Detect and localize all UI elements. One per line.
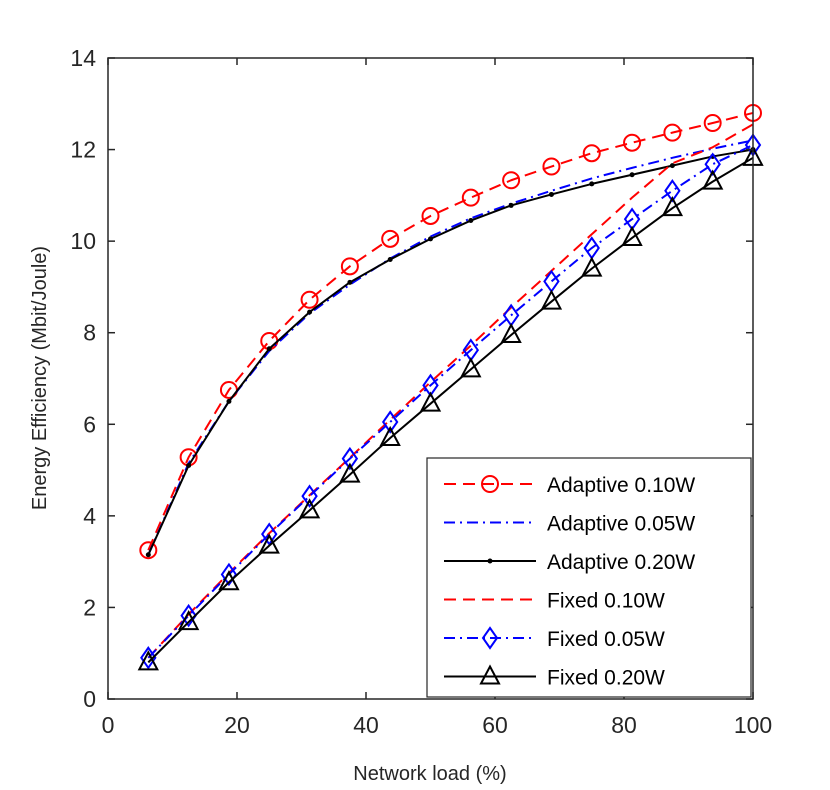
data-point (341, 446, 359, 471)
data-point (460, 357, 482, 378)
data-point (381, 410, 399, 434)
legend-item: Adaptive 0.05W (444, 513, 695, 536)
data-point (340, 257, 359, 276)
data-point (669, 163, 675, 169)
data-point (298, 498, 321, 519)
data-point (664, 179, 681, 203)
data-point (428, 236, 433, 242)
y-tick-label: 2 (83, 594, 96, 620)
data-point (387, 256, 393, 262)
y-tick-label: 4 (83, 503, 96, 529)
data-point (663, 123, 682, 142)
x-tick-label: 60 (482, 712, 508, 738)
data-point (379, 425, 401, 447)
series-line (147, 123, 754, 659)
data-point (300, 290, 319, 309)
data-point (218, 570, 240, 591)
series-line (147, 144, 754, 659)
data-point (502, 171, 521, 190)
data-point (508, 202, 514, 208)
data-point (180, 603, 197, 628)
data-point (661, 196, 684, 217)
y-tick-label: 8 (83, 320, 96, 346)
data-point (629, 172, 635, 178)
data-point (261, 522, 278, 546)
data-point (186, 462, 192, 468)
legend-label: Adaptive 0.10W (547, 474, 695, 497)
x-axis-label: Network load (%) (353, 763, 506, 785)
series-layer (137, 103, 764, 671)
y-tick-label: 14 (70, 45, 96, 71)
data-point (226, 398, 232, 404)
data-point (621, 225, 643, 246)
x-tick-label: 100 (734, 712, 772, 738)
data-point (581, 256, 603, 277)
data-point (589, 181, 595, 187)
data-point (339, 462, 361, 483)
data-point (220, 562, 238, 587)
data-point (542, 157, 561, 176)
x-tick-label: 20 (224, 712, 250, 738)
y-tick-label: 12 (70, 137, 96, 163)
legend-item: Adaptive 0.20W (444, 551, 695, 574)
legend-marker (481, 626, 499, 650)
series-line (147, 111, 754, 551)
legend-label: Adaptive 0.20W (547, 551, 695, 574)
data-point (381, 229, 400, 248)
y-tick-label: 10 (70, 228, 96, 254)
data-point (139, 541, 158, 560)
x-tick-label: 0 (102, 712, 115, 738)
series-adaptive-0-05w (147, 139, 754, 556)
legend-item: Fixed 0.20W (444, 664, 665, 690)
data-point (548, 191, 554, 197)
x-tick-label: 40 (353, 712, 379, 738)
plot-frame (107, 57, 754, 700)
data-point (307, 309, 313, 315)
data-point (623, 133, 642, 152)
data-point (266, 346, 272, 352)
legend-box (426, 457, 752, 698)
data-point (702, 169, 724, 190)
series-fixed-0-10w (147, 123, 754, 659)
legend-item: Fixed 0.05W (444, 626, 665, 651)
series-line (147, 148, 754, 556)
y-axis: 0 2 4 6 8 10 12 14 (70, 45, 753, 712)
x-axis: 0 20 40 60 80 100 (102, 58, 772, 738)
data-point (540, 289, 563, 310)
y-tick-label: 0 (83, 686, 96, 712)
data-point (145, 552, 151, 558)
y-tick-label: 6 (83, 411, 96, 437)
series-line (147, 139, 754, 556)
y-axis-label: Energy Efficiency (Mbit/Joule) (29, 246, 51, 510)
data-point (500, 322, 522, 344)
legend-label: Fixed 0.10W (547, 590, 665, 613)
data-point (419, 391, 442, 412)
legend-marker (479, 664, 501, 685)
data-point (461, 188, 480, 207)
legend-item: Fixed 0.10W (444, 590, 665, 613)
legend: Adaptive 0.10W Adaptive 0.05W Adaptive 0.2… (426, 457, 752, 698)
legend-marker (487, 558, 493, 564)
legend-marker (481, 475, 499, 493)
data-point (421, 206, 440, 225)
data-point (704, 152, 721, 176)
data-point (258, 533, 280, 554)
legend-item: Adaptive 0.10W (444, 474, 695, 497)
data-point (703, 114, 722, 133)
data-point (468, 218, 474, 224)
data-point (347, 279, 353, 285)
data-point (582, 144, 601, 163)
legend-label: Fixed 0.05W (547, 628, 665, 651)
series-line (147, 156, 754, 664)
data-point (177, 609, 200, 631)
x-tick-label: 80 (611, 712, 637, 738)
series-fixed-0-20w (137, 145, 764, 671)
legend-label: Fixed 0.20W (547, 667, 665, 690)
data-point (137, 650, 159, 671)
legend-label: Adaptive 0.05W (547, 513, 695, 536)
data-point (301, 484, 318, 508)
data-point (140, 646, 157, 670)
